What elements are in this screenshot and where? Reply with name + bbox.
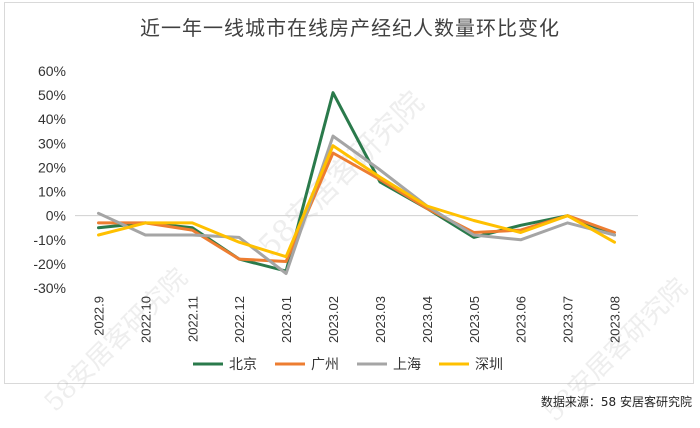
y-tick-label: 0% xyxy=(46,208,66,224)
series-line-深圳 xyxy=(97,144,616,259)
y-tick-label: 30% xyxy=(38,135,66,151)
series-line-北京 xyxy=(97,91,616,273)
x-tick-label: 2023.08 xyxy=(608,296,623,343)
x-tick-label: 2023.07 xyxy=(561,296,576,343)
x-tick-label: 2022.9 xyxy=(91,296,106,336)
y-tick-label: -30% xyxy=(33,280,66,296)
x-tick-label: 2022.11 xyxy=(185,296,200,342)
x-tick-label: 2022.12 xyxy=(232,296,247,343)
y-tick-label: 50% xyxy=(38,87,66,103)
line-chart: 60% 50% 40% 30% 20% 10% 0% -10% -20% -30% 2022.9 20… xyxy=(33,63,638,373)
x-tick-label: 2023.05 xyxy=(467,296,482,343)
series-line-上海 xyxy=(97,134,616,275)
legend-label: 深圳 xyxy=(475,357,503,373)
x-tick-label: 2022.10 xyxy=(138,296,153,343)
x-tick-label: 2023.01 xyxy=(279,296,294,343)
chart-title: 近一年一线城市在线房产经纪人数量环比变化 xyxy=(140,16,560,40)
x-tick-label: 2023.06 xyxy=(514,296,529,343)
x-tick-label: 2023.03 xyxy=(373,296,388,343)
legend-label: 上海 xyxy=(393,357,421,373)
x-tick-label: 2023.04 xyxy=(420,296,435,343)
chart-frame xyxy=(4,2,694,384)
legend-label: 广州 xyxy=(311,357,339,373)
x-tick-label: 2023.02 xyxy=(326,296,341,343)
source-note: 数据来源：58 安居客研究院 xyxy=(540,395,692,409)
y-tick-label: -20% xyxy=(33,256,66,272)
y-tick-label: 40% xyxy=(38,111,66,127)
series-line-广州 xyxy=(97,151,616,263)
legend-label: 北京 xyxy=(229,357,257,373)
y-tick-label: -10% xyxy=(33,232,66,248)
y-tick-label: 60% xyxy=(38,63,66,79)
y-tick-label: 20% xyxy=(38,159,66,175)
y-tick-label: 10% xyxy=(38,184,66,200)
